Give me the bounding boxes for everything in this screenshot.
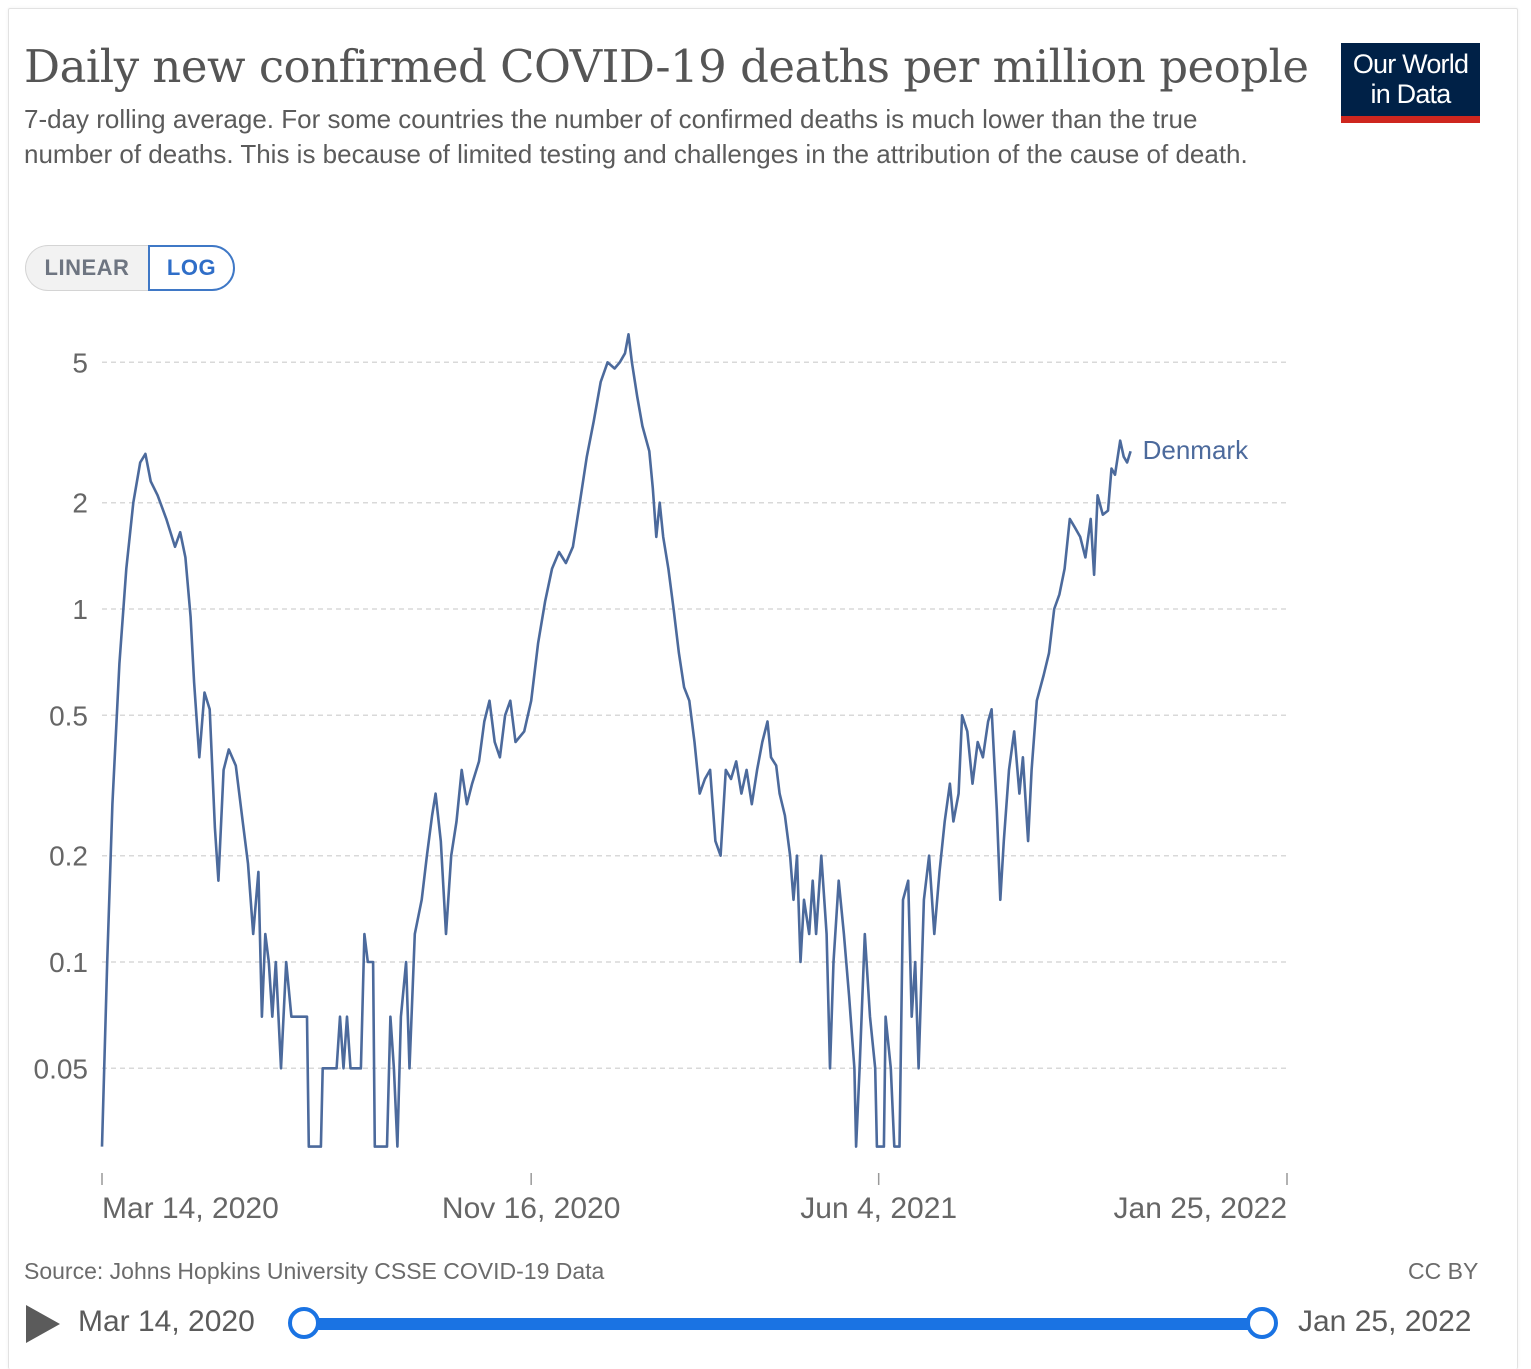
logo-line-2: in Data [1370, 79, 1452, 109]
license-link[interactable]: CC BY [1408, 1258, 1479, 1284]
y-axis: 5 2 1 0.5 0.2 0.1 0.05 [34, 347, 89, 1084]
y-tick-label: 1 [72, 594, 88, 625]
y-tick-label: 2 [72, 488, 88, 519]
timeline-end-handle[interactable] [1246, 1307, 1278, 1339]
series-line-denmark [100, 332, 1132, 1148]
chart-card [8, 8, 1518, 1369]
chart-subtitle: 7-day rolling average. For some countrie… [24, 104, 1248, 169]
source-note: Source: Johns Hopkins University CSSE CO… [24, 1258, 605, 1284]
timeline-start-label: Mar 14, 2020 [78, 1305, 255, 1338]
y-tick-label: 0.1 [49, 947, 88, 978]
log-scale-button[interactable]: LOG [148, 245, 235, 291]
series-label: Denmark [1143, 435, 1249, 465]
chart-title: Daily new confirmed COVID-19 deaths per … [24, 40, 1309, 93]
owid-logo[interactable]: Our World in Data [1341, 43, 1480, 123]
scale-toggle: LINEAR LOG [25, 245, 235, 291]
line-chart: 5 2 1 0.5 0.2 0.1 0.05 Mar 14, 2020 Nov 16, 202… [34, 332, 1288, 1225]
linear-scale-button[interactable]: LINEAR [25, 245, 148, 291]
y-tick-label: 0.2 [49, 841, 88, 872]
timeline-track[interactable] [304, 1318, 1262, 1330]
x-tick-label: Nov 16, 2020 [442, 1192, 620, 1225]
x-tick-label: Jan 25, 2022 [1114, 1192, 1287, 1225]
x-axis: Mar 14, 2020 Nov 16, 2020 Jun 4, 2021 Jan 2… [101, 1173, 1288, 1225]
grid-lines [102, 361, 1287, 1070]
logo-accent-bar [1341, 116, 1480, 123]
y-tick-label: 0.5 [49, 700, 88, 731]
y-tick-label: 0.05 [34, 1053, 89, 1084]
logo-line-1: Our World [1352, 49, 1469, 79]
play-icon[interactable] [26, 1305, 60, 1343]
timeline-start-handle[interactable] [288, 1307, 320, 1339]
x-tick-label: Jun 4, 2021 [800, 1192, 957, 1225]
timeline-end-label: Jan 25, 2022 [1298, 1305, 1472, 1338]
y-tick-label: 5 [72, 347, 88, 378]
x-tick-label: Mar 14, 2020 [102, 1192, 279, 1225]
series-layer: Denmark [100, 332, 1249, 1148]
